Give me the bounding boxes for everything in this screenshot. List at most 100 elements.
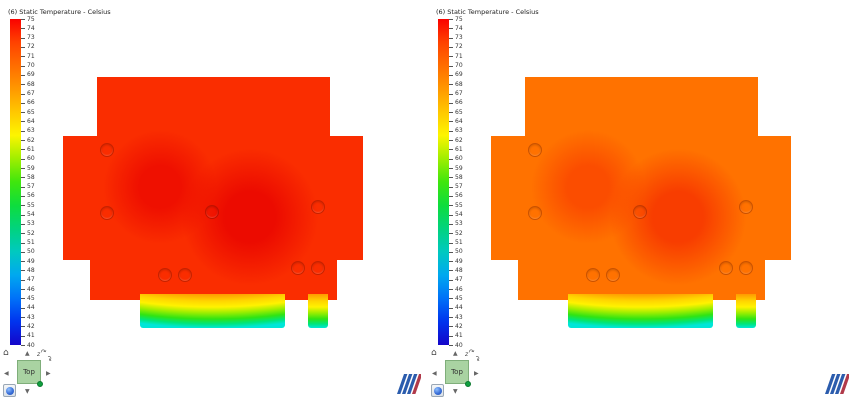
rotate-down-icon[interactable]: ▼ [25, 388, 30, 395]
home-view-icon[interactable]: ⌂ [3, 348, 9, 358]
legend-colorbar [438, 19, 449, 345]
legend-tick-label: 68 [27, 80, 35, 88]
view-cube-corner-indicator[interactable] [37, 381, 43, 387]
legend-tick-label: 46 [455, 285, 463, 293]
legend-tick [449, 335, 453, 337]
legend-tick-label: 48 [455, 266, 463, 274]
legend-tick-label: 44 [27, 304, 35, 312]
legend-title: (6) Static Temperature - Celsius [8, 8, 111, 16]
legend-tick [449, 223, 453, 225]
legend-tick-label: 61 [455, 145, 463, 153]
legend-tick-label: 71 [455, 52, 463, 60]
legend-tick [449, 242, 453, 244]
view-cube-corner-indicator[interactable] [465, 381, 471, 387]
legend-tick-label: 58 [27, 173, 35, 181]
home-view-icon[interactable]: ⌂ [431, 348, 437, 358]
fluent-logo [397, 373, 421, 395]
legend-tick [21, 19, 25, 20]
legend-tick [449, 177, 453, 179]
legend-tick [21, 261, 25, 263]
legend-tick-label: 53 [455, 220, 463, 228]
legend-tick-label: 52 [27, 229, 35, 237]
legend-tick-label: 59 [27, 164, 35, 172]
view-cube: ⌂ ▲ z ↷ ↷ ◀ Top ▶ ▼ [0, 345, 62, 407]
legend-tick [449, 93, 453, 95]
legend-tick [21, 186, 25, 188]
legend-tick-label: 51 [27, 239, 35, 247]
perspective-globe-icon[interactable] [3, 384, 16, 397]
legend-tick-label: 47 [455, 276, 463, 284]
rotate-down-icon[interactable]: ▼ [453, 388, 458, 395]
perspective-globe-icon[interactable] [431, 384, 444, 397]
legend-tick [21, 345, 25, 346]
rotate-up-icon[interactable]: ▲ [25, 350, 30, 357]
legend-colorbar [10, 19, 21, 345]
legend-tick [449, 74, 453, 76]
legend-tick [21, 130, 25, 132]
rotate-right-icon[interactable]: ▶ [46, 370, 51, 377]
legend-tick [449, 65, 453, 67]
legend-tick-label: 55 [455, 201, 463, 209]
view-cube-face[interactable]: Top [17, 360, 41, 384]
mounting-hole [528, 143, 542, 157]
viewport-left: (6) Static Temperature - Celsius 75 74 73 7… [0, 8, 421, 407]
rotate-up-icon[interactable]: ▲ [453, 350, 458, 357]
legend-tick-label: 64 [455, 117, 463, 125]
rotate-right-icon[interactable]: ▶ [474, 370, 479, 377]
legend-tick-label: 41 [455, 332, 463, 340]
mounting-hole [606, 268, 620, 282]
mounting-hole [528, 206, 542, 220]
legend-tick [449, 102, 453, 104]
mounting-hole [719, 261, 733, 275]
legend-tick [21, 214, 25, 216]
rotate-left-icon[interactable]: ◀ [4, 370, 9, 377]
legend-tick-label: 44 [455, 304, 463, 312]
legend-tick [449, 112, 453, 114]
rotation-axis-label: z [465, 351, 469, 358]
rotate-left-icon[interactable]: ◀ [432, 370, 437, 377]
legend-tick [21, 121, 25, 123]
legend-tick [449, 195, 453, 197]
legend-tick-label: 40 [455, 341, 463, 349]
legend-tick [449, 168, 453, 170]
legend-tick-label: 41 [27, 332, 35, 340]
legend-tick-label: 45 [27, 294, 35, 302]
legend-tick [21, 149, 25, 151]
legend-tick-label: 63 [27, 127, 35, 135]
legend-tick-label: 68 [455, 80, 463, 88]
legend-tick [449, 130, 453, 132]
legend-tick-label: 66 [27, 99, 35, 107]
legend-tick [21, 289, 25, 291]
legend-tick [21, 168, 25, 170]
view-cube-face[interactable]: Top [445, 360, 469, 384]
legend-tick [449, 261, 453, 263]
legend-tick [449, 46, 453, 48]
mounting-hole [311, 261, 325, 275]
legend-tick [21, 56, 25, 58]
legend-tick-label: 73 [27, 34, 35, 42]
legend-tick [449, 28, 453, 30]
legend-tick-label: 65 [455, 108, 463, 116]
legend-tick [449, 289, 453, 291]
legend-tick [21, 93, 25, 95]
legend-tick-label: 73 [455, 34, 463, 42]
legend-tick [21, 233, 25, 235]
legend-tick [449, 298, 453, 300]
mounting-hole [633, 205, 647, 219]
mounting-hole [739, 200, 753, 214]
legend-tick [449, 205, 453, 207]
legend-tick-label: 62 [455, 136, 463, 144]
legend-tick [449, 214, 453, 216]
legend-tick [21, 28, 25, 30]
legend-title: (6) Static Temperature - Celsius [436, 8, 539, 16]
connector-cool-band-small [308, 294, 328, 328]
legend-tick [21, 46, 25, 48]
legend-tick [21, 65, 25, 67]
legend-tick-label: 42 [27, 322, 35, 330]
legend-tick-label: 69 [27, 71, 35, 79]
mounting-hole [100, 206, 114, 220]
legend-tick [449, 233, 453, 235]
legend-tick [449, 121, 453, 123]
legend-tick-label: 54 [27, 211, 35, 219]
legend-tick-label: 64 [27, 117, 35, 125]
